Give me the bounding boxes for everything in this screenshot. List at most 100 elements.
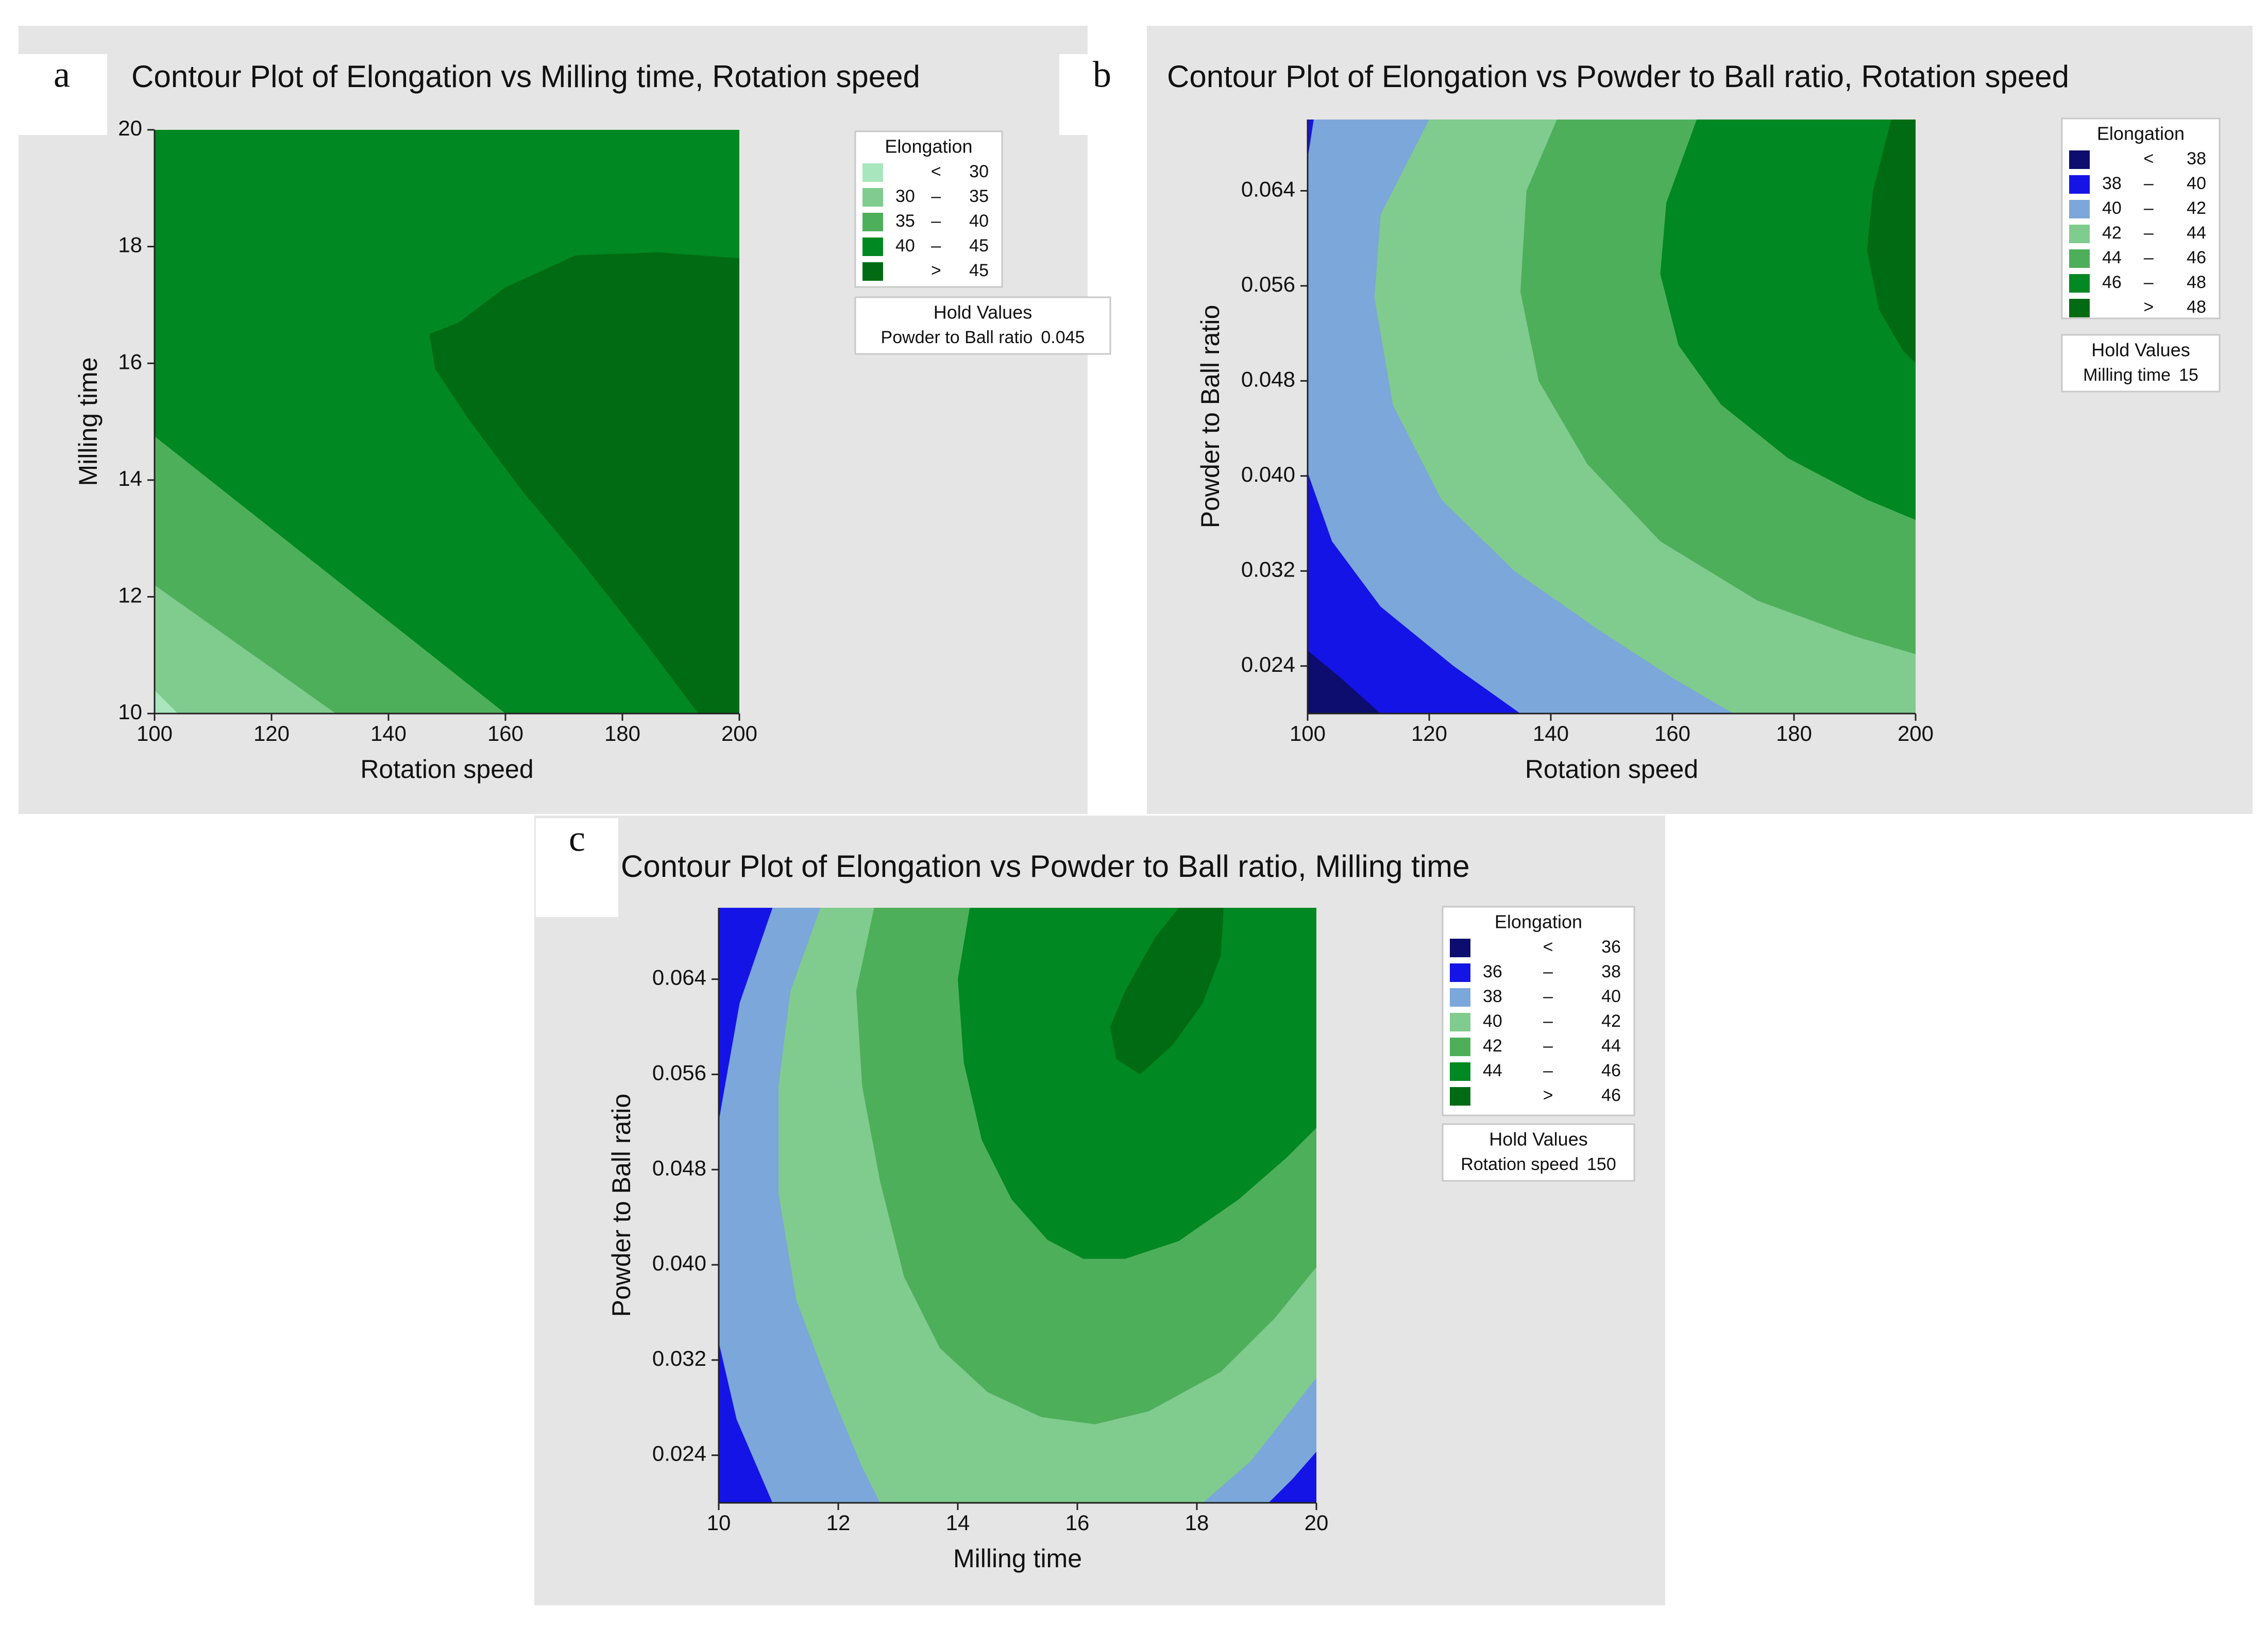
legend-range-high: 42: [1601, 1011, 1621, 1031]
legend-range-high: 30: [969, 162, 989, 181]
hold-value-name: Milling time: [2083, 365, 2171, 385]
contour-region-35-40: [155, 436, 505, 714]
y-tick-label: 14: [118, 466, 142, 490]
legend-range-low: 40: [895, 236, 915, 256]
contour-region-<38: [1308, 650, 1381, 714]
legend-range-low: 44: [2102, 248, 2122, 267]
legend-range-low: 38: [2102, 174, 2122, 193]
legend-range-high: 48: [2187, 297, 2206, 317]
legend-swatch: [1450, 1062, 1470, 1081]
x-axis-label: Rotation speed: [1525, 755, 1698, 784]
y-tick-label: 0.040: [1241, 462, 1295, 486]
legend-range-op: >: [2143, 297, 2154, 317]
x-tick-label: 140: [1533, 721, 1569, 745]
contour-region->45: [429, 252, 739, 714]
legend-range-high: 46: [2187, 248, 2206, 267]
legend-range-op: –: [1543, 1061, 1553, 1080]
legend-range-high: 48: [2187, 273, 2206, 292]
legend-range-high: 42: [2187, 198, 2206, 218]
contour-region-46-48: [1660, 120, 1916, 520]
legend-box: [854, 130, 1003, 288]
legend-range-op: >: [931, 261, 941, 280]
x-tick-label: 10: [707, 1511, 731, 1535]
legend-swatch: [1450, 1013, 1470, 1031]
hold-value-number: 15: [2179, 365, 2198, 385]
legend-range-high: 40: [1601, 987, 1621, 1006]
contour-region-44-46: [958, 908, 1316, 1259]
x-tick-label: 100: [1290, 721, 1326, 745]
y-axis-label: Powder to Ball ratio: [607, 1094, 636, 1317]
legend-range-low: 42: [2102, 223, 2122, 243]
legend-swatch: [1450, 939, 1470, 957]
legend-swatch: [1450, 963, 1470, 982]
legend-range-high: 35: [969, 187, 989, 206]
legend-swatch: [862, 163, 883, 182]
y-tick-label: 0.024: [652, 1442, 706, 1466]
legend-range-op: <: [931, 162, 941, 181]
x-axis-label: Rotation speed: [360, 755, 533, 784]
chart-panel-b: b Contour Plot of Elongation vs Powder to…: [1059, 26, 2253, 814]
panel-label: a: [54, 54, 70, 95]
hold-value-line: Milling time 15: [2083, 365, 2198, 385]
hold-values-title: Hold Values: [2091, 340, 2190, 361]
hold-value-name: Powder to Ball ratio: [881, 328, 1033, 347]
legend-range-low: 36: [1483, 962, 1502, 981]
legend-swatch: [2069, 175, 2090, 194]
y-tick-label: 0.032: [652, 1346, 706, 1370]
x-tick-label: 160: [1654, 721, 1690, 745]
legend-range-high: 45: [969, 236, 989, 256]
legend-range-low: 44: [1483, 1061, 1502, 1080]
panel-label-box: [536, 818, 618, 917]
hold-value-line: Rotation speed 150: [1461, 1155, 1616, 1174]
legend-title: Elongation: [1495, 911, 1582, 933]
hold-value-number: 0.045: [1041, 328, 1085, 347]
x-tick-label: 180: [604, 721, 640, 745]
chart-panel-a: a Contour Plot of Elongation vs Milling t…: [19, 26, 1111, 814]
legend-swatch: [2069, 225, 2090, 243]
legend-swatch: [2069, 249, 2090, 268]
y-tick-label: 10: [118, 700, 142, 724]
y-axis-label: Milling time: [74, 357, 103, 486]
legend-swatch: [862, 188, 883, 207]
y-tick-label: 18: [118, 233, 142, 257]
legend-range-low: 40: [2102, 198, 2122, 218]
legend-range-op: –: [2144, 273, 2154, 292]
hold-values-box: [1442, 1123, 1635, 1182]
legend-range-high: 44: [2187, 223, 2206, 243]
y-tick-label: 0.024: [1241, 652, 1295, 676]
panel-label: c: [569, 818, 585, 859]
x-tick-label: 140: [370, 721, 407, 745]
legend-range-high: 38: [1601, 962, 1621, 981]
x-tick-label: 100: [137, 721, 173, 745]
legend-range-low: 30: [895, 187, 915, 206]
contour-region-36-38: [719, 1342, 773, 1503]
y-tick-label: 16: [118, 349, 142, 374]
x-tick-label: 160: [487, 721, 523, 745]
y-tick-label: 20: [118, 116, 142, 140]
legend-range-op: –: [2144, 248, 2154, 267]
panel-label-box: [1059, 54, 1147, 135]
y-tick-label: 0.048: [652, 1156, 706, 1180]
x-tick-label: 16: [1065, 1511, 1090, 1535]
contour-region-<30: [155, 690, 178, 714]
hold-values-title: Hold Values: [1489, 1129, 1587, 1150]
x-axis-label: Milling time: [953, 1544, 1082, 1573]
x-tick-label: 18: [1185, 1511, 1209, 1535]
legend-title: Elongation: [2097, 123, 2185, 144]
legend-swatch: [2069, 274, 2090, 293]
legend-range-high: 40: [969, 211, 989, 231]
contour-region-36-38: [1268, 1451, 1316, 1503]
y-tick-label: 0.040: [652, 1251, 706, 1275]
legend-range-high: 46: [1601, 1086, 1621, 1105]
legend-range-op: <: [2143, 149, 2154, 168]
legend-swatch: [1450, 988, 1470, 1007]
x-tick-label: 120: [1411, 721, 1447, 745]
legend-range-op: <: [1543, 937, 1553, 957]
chart-title: Contour Plot of Elongation vs Powder to …: [1167, 59, 2069, 94]
contour-region-30-35: [155, 585, 336, 714]
chart-panel-c: c Contour Plot of Elongation vs Powder to…: [534, 816, 1665, 1605]
y-tick-label: 0.064: [1241, 177, 1295, 201]
legend-range-high: 46: [1601, 1061, 1621, 1080]
